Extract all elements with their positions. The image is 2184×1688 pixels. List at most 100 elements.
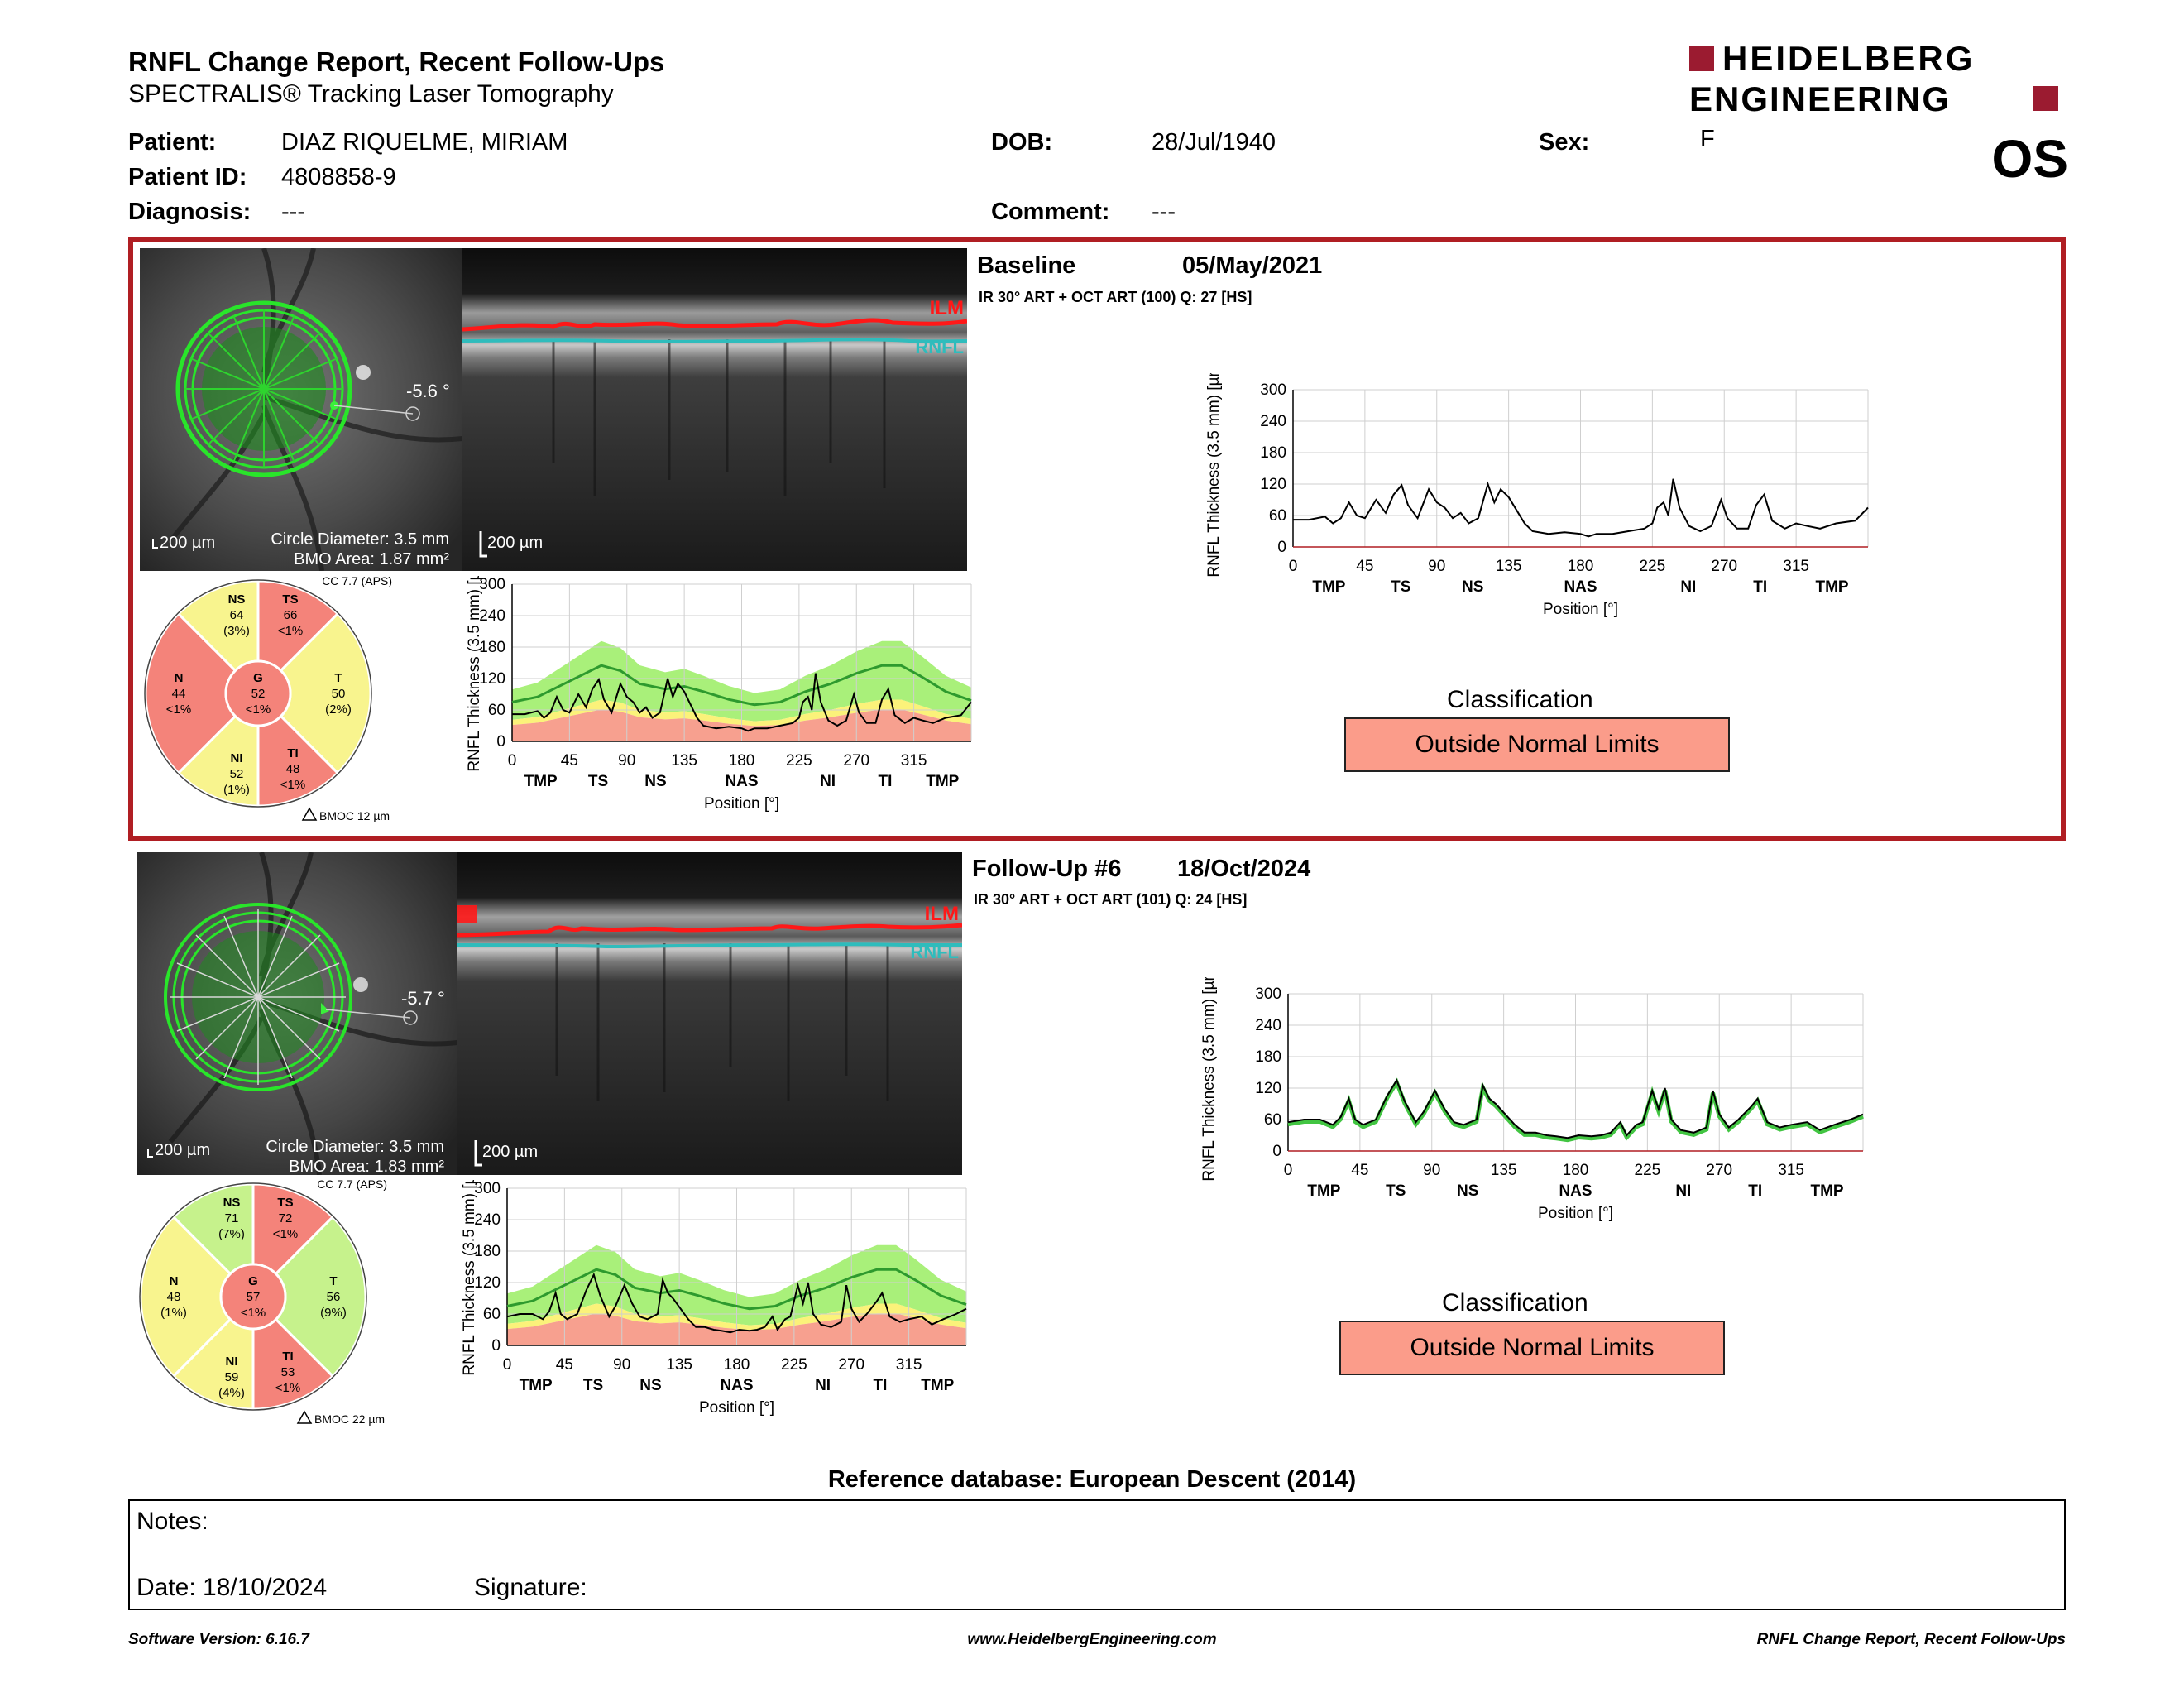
y-tick-label: 240 [1260,413,1286,430]
followup-circle-diameter: Circle Diameter: 3.5 mm [266,1138,444,1156]
baseline-ns-pct: (3%) [223,624,250,638]
patient-id-label: Patient ID: [128,164,247,190]
dob: 28/Jul/1940 [1152,129,1276,156]
followup-ns-label: NS [223,1196,241,1210]
followup-oct-bscan: ILM RNFL 200 µm [457,852,962,1175]
followup-fundus-scale: 200 µm [155,1141,210,1159]
baseline-ns-value: 64 [230,608,244,622]
x-tick-label: 180 [724,1356,750,1374]
y-tick-label: 300 [474,1180,500,1197]
followup-sector-chart: CC 7.7 (APS) NS 71 (7%) TS 72 <1% N 48 (… [139,1177,387,1426]
sector-axis-label: NS [644,773,666,790]
y-tick-label: 60 [1264,1111,1281,1129]
diagnosis: --- [281,199,305,225]
followup-heading: Follow-Up #6 [972,856,1122,882]
normative-mean-line [506,1268,967,1311]
sector-axis-label: TS [588,773,608,790]
sector-axis-label: TI [1748,1182,1762,1200]
baseline-bmo-area: BMO Area: 1.87 mm² [294,550,449,568]
y-tick-label: 60 [483,1306,500,1323]
x-tick-label: 315 [896,1356,922,1374]
delta-icon [301,807,318,821]
followup-g-pct: <1% [241,1306,266,1320]
delta-icon [296,1410,313,1424]
baseline-ilm-label: ILM [930,297,964,319]
chart-axes: 0 60 120 180 240 300 0 45 90 135 180 225 270 315 TMP TS… [461,1180,967,1417]
baseline-ti-pct: <1% [280,778,305,792]
followup-t-label: T [329,1274,337,1288]
x-tick-label: 225 [1635,1162,1661,1179]
y-tick-label: 180 [1255,1048,1281,1066]
followup-ti-label: TI [282,1350,293,1364]
x-tick-label: 45 [1351,1162,1368,1179]
y-tick-label: 120 [1255,1080,1281,1097]
baseline-bmoc: BMOC 12 µm [319,809,390,822]
x-tick-label: 135 [1491,1162,1517,1179]
heidelberg-logo: HEIDELBERG ENGINEERING [1689,43,2058,117]
baseline-scale-bar-icon [152,539,158,549]
sector-axis-label: NS [1462,578,1483,596]
baseline-n-value: 44 [172,687,186,701]
x-tick-label: 270 [1706,1162,1732,1179]
followup-normative-chart: 0 60 120 180 240 300 0 45 90 135 180 225 270 315 TMP TS… [461,1180,967,1417]
sector-axis-label: TMP [1816,578,1849,596]
footer-report-name: RNFL Change Report, Recent Follow-Ups [1756,1631,2066,1648]
x-tick-label: 45 [561,752,578,770]
baseline-scan-info: IR 30° ART + OCT ART (100) Q: 27 [HS] [979,289,1252,305]
baseline-classification-label: Classification [1447,686,1593,713]
x-tick-label: 270 [1711,558,1737,575]
followup-n-label: N [170,1274,179,1288]
chart-axes: 0 60 120 180 240 300 0 45 90 135 180 225 270 315 TMP TS… [1205,373,1869,618]
x-tick-label: 315 [901,752,927,770]
patient-name-label: Patient: [128,129,217,156]
y-tick-label: 300 [1260,381,1286,399]
followup-t-value: 56 [327,1290,341,1304]
followup-n-value: 48 [167,1290,181,1304]
sector-axis-label: TMP [520,1377,553,1394]
y-tick-label: 300 [479,576,505,593]
followup-oct-scale-icon [474,1140,482,1167]
profile-line [1287,1078,1864,1139]
report-subtitle: SPECTRALIS® Tracking Laser Tomography [128,80,614,108]
baseline-profile-chart: 0 60 120 180 240 300 0 45 90 135 180 225 270 315 TMP TS… [1205,373,1869,618]
x-tick-label: 180 [729,752,755,770]
baseline-fundus-scale: 200 µm [160,534,215,552]
baseline-heading: Baseline [977,252,1076,279]
signature-label: Signature: [474,1574,587,1601]
x-tick-label: 180 [1568,558,1594,575]
sector-axis-label: NS [1457,1182,1478,1200]
sector-axis-label: TMP [926,773,959,790]
eye-indicator: OS [1991,129,2068,189]
x-tick-label: 135 [671,752,697,770]
followup-ns-value: 71 [225,1211,239,1225]
y-tick-label: 0 [1277,539,1286,556]
x-tick-label: 0 [508,752,517,770]
followup-ilm-label: ILM [925,903,959,925]
x-axis-title: Position [°] [704,795,779,813]
y-tick-label: 180 [479,639,505,656]
baseline-g-label: G [253,671,263,685]
notes-box[interactable]: Notes: Date: 18/10/2024 Signature: [128,1499,2066,1610]
x-tick-label: 0 [1289,558,1298,575]
reference-database: Reference database: European Descent (20… [827,1466,1357,1493]
baseline-g-pct: <1% [246,703,271,717]
baseline-t-pct: (2%) [325,703,352,717]
y-tick-label: 180 [1260,444,1286,462]
footer-url[interactable]: www.HeidelbergEngineering.com [967,1631,1217,1648]
baseline-rnfl-label: RNFL [915,337,964,357]
baseline-ti-label: TI [287,746,298,760]
sector-g [224,659,292,727]
patient-id: 4808858-9 [281,164,396,190]
chart-axes: 0 60 120 180 240 300 0 45 90 135 180 225 270 315 TMP TS… [466,576,972,813]
sector-axis-label: TI [873,1377,887,1394]
x-tick-label: 90 [613,1356,630,1374]
baseline-g-value: 52 [251,687,266,701]
followup-card: -5.7 ° 200 µm Circle Diameter: 3.5 mm BM… [128,852,2066,1448]
sector-axis-label: NAS [1559,1182,1592,1200]
notes-date: Date: 18/10/2024 [136,1574,328,1601]
followup-profile-chart: 0 60 120 180 240 300 0 45 90 135 180 225 270 315 TMP TS… [1200,977,1864,1222]
x-tick-label: 135 [666,1356,692,1374]
x-tick-label: 225 [1640,558,1666,575]
baseline-card: -5.6 ° 200 µm Circle Diameter: 3.5 mm BM… [128,237,2066,841]
followup-ti-value: 53 [281,1365,295,1379]
